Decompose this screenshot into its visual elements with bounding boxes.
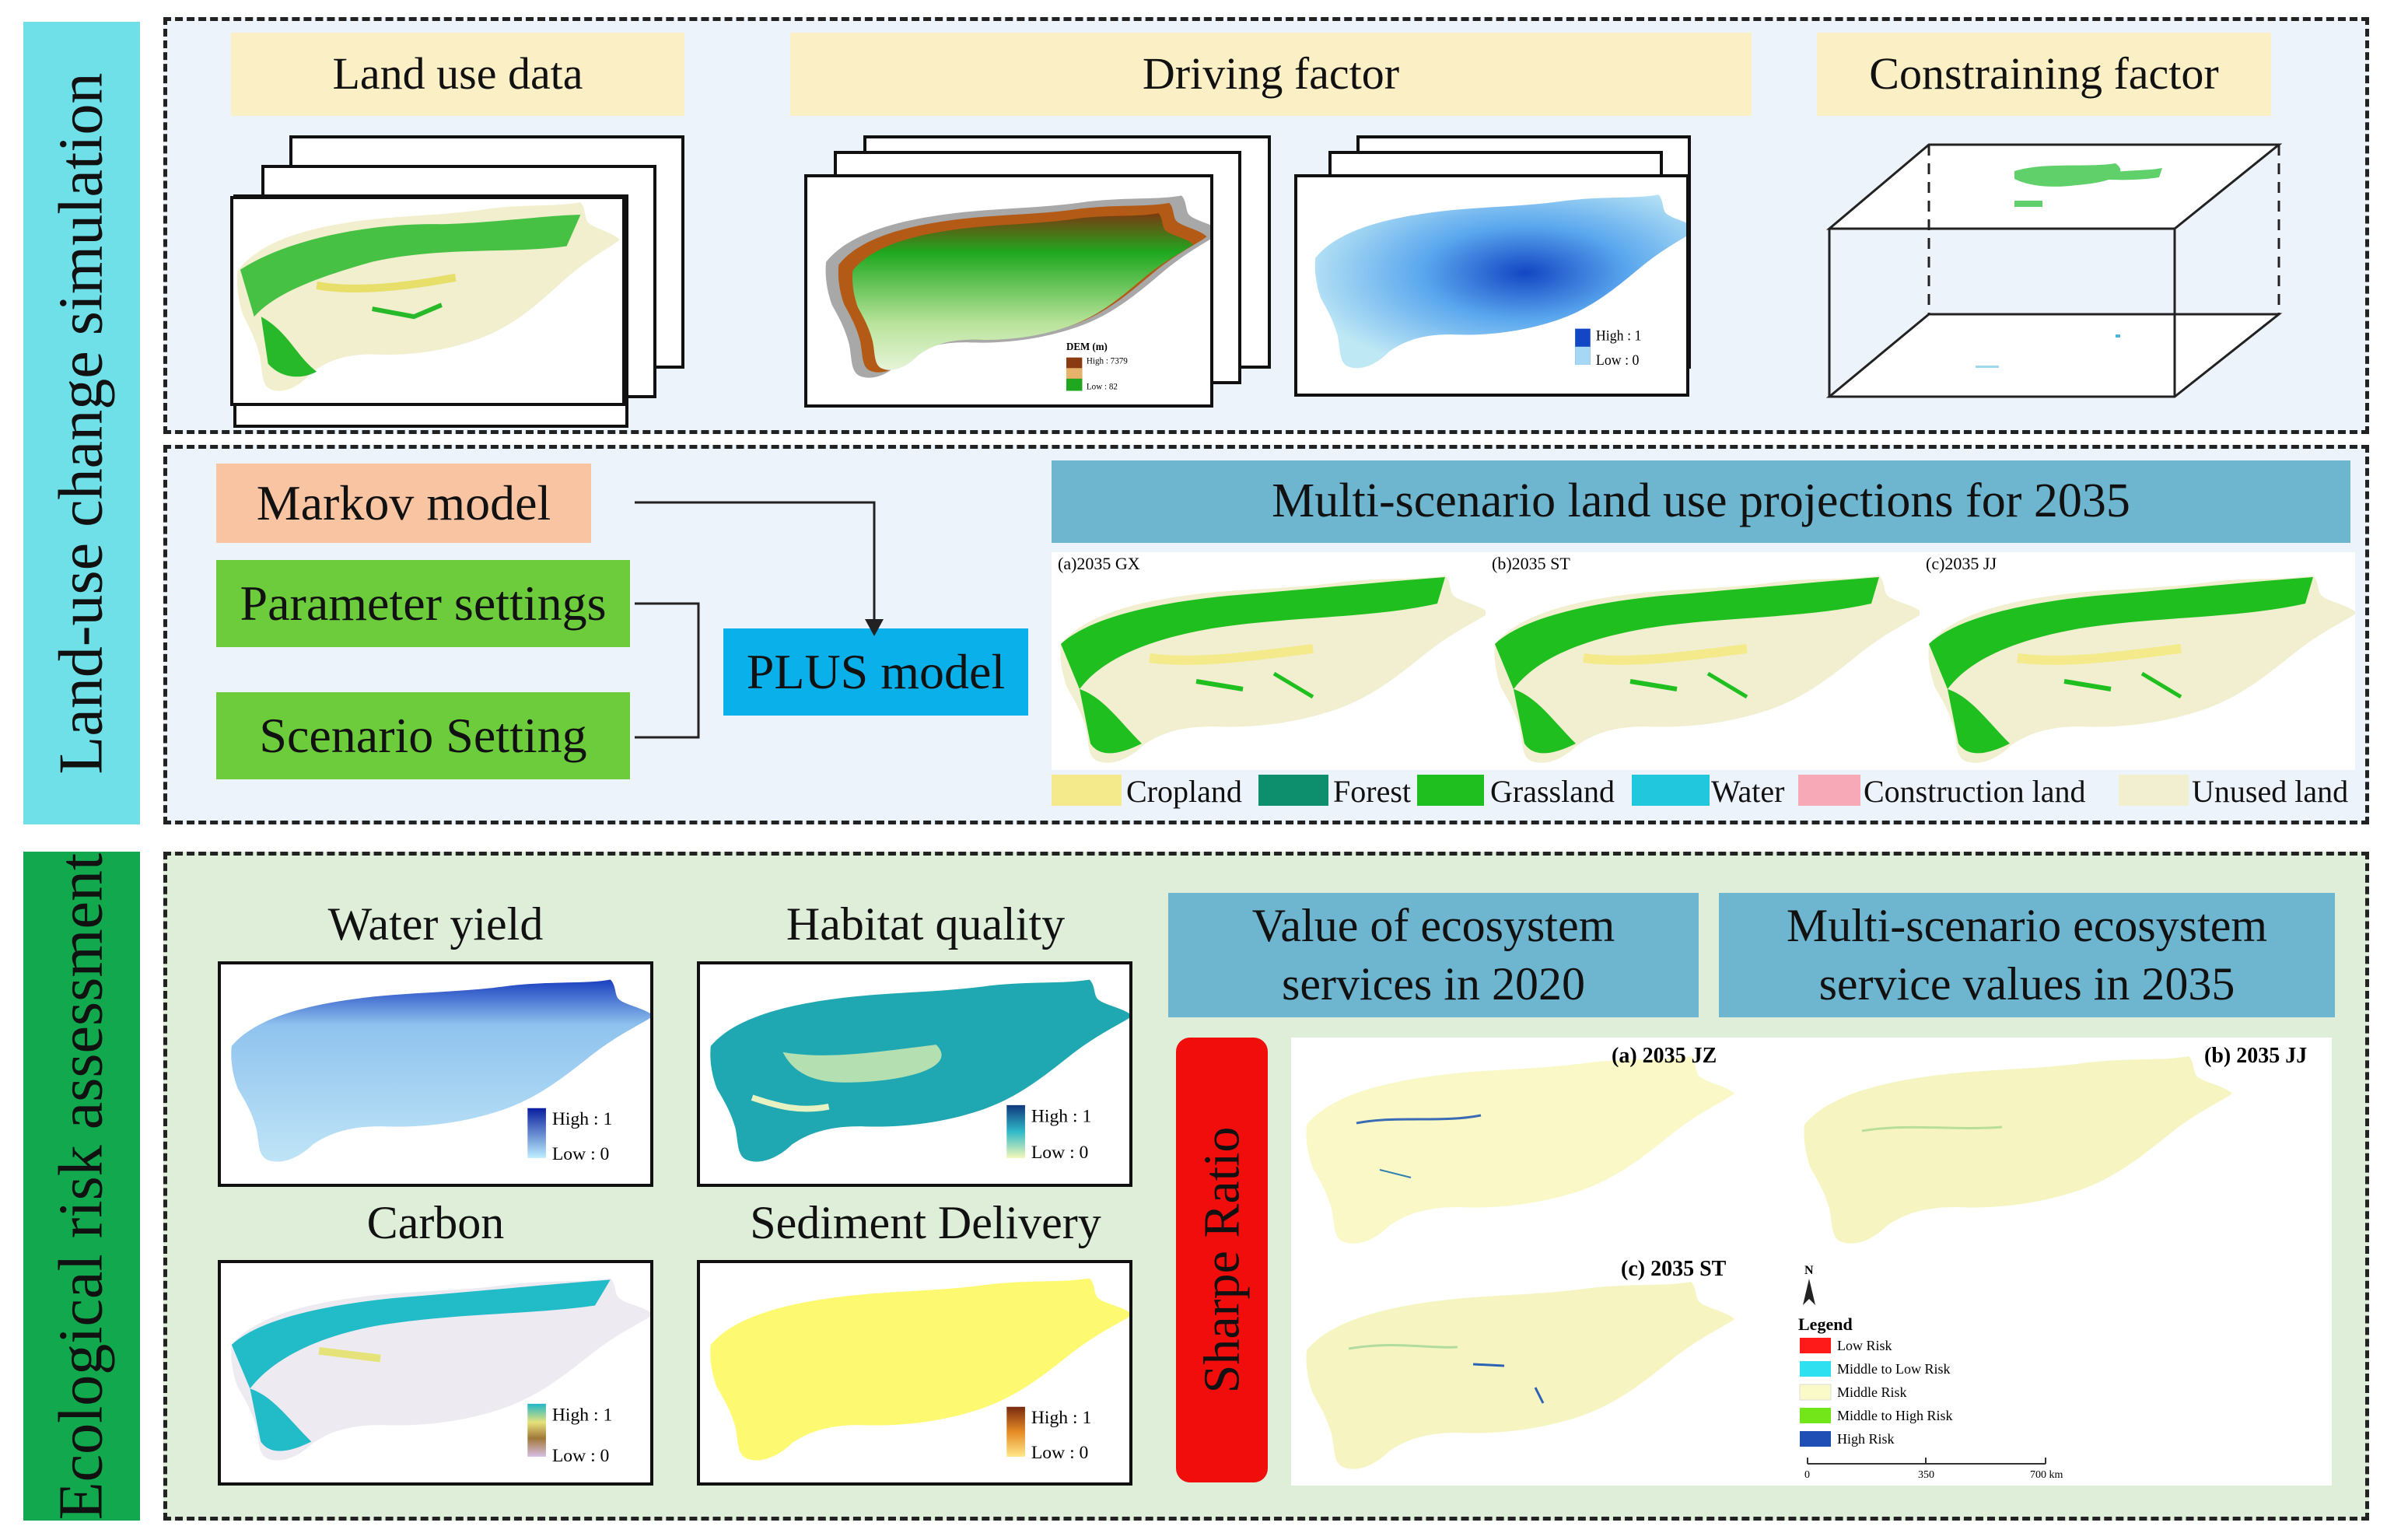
driver-legend-high: High : 1 bbox=[1596, 327, 1642, 343]
risk-swatch-middle-low bbox=[1800, 1361, 1831, 1377]
legend-label-forest: Forest bbox=[1333, 774, 1411, 809]
risk-legend-high: High Risk bbox=[1837, 1431, 1895, 1447]
sharpe-ratio-box: Sharpe Ratio bbox=[1176, 1038, 1268, 1482]
scenario-setting-box: Scenario Setting bbox=[216, 692, 630, 779]
land-use-map bbox=[230, 196, 625, 406]
risk-legend-middle-low: Middle to Low Risk bbox=[1837, 1361, 1951, 1377]
risk-legend-middle: Middle Risk bbox=[1837, 1384, 1907, 1400]
value-2020-header: Value of ecosystem services in 2020 bbox=[1168, 893, 1699, 1017]
constraining-factor-label: Constraining factor bbox=[1817, 33, 2271, 116]
north-arrow-icon: N bbox=[1803, 1264, 1815, 1305]
legend-label-construction: Construction land bbox=[1864, 774, 2086, 809]
legend-swatch-forest bbox=[1258, 775, 1328, 806]
driving-factor-label: Driving factor bbox=[790, 33, 1752, 116]
sediment-high: High : 1 bbox=[1031, 1408, 1092, 1428]
legend-label-unused: Unused land bbox=[2192, 774, 2349, 809]
markov-model-box: Markov model bbox=[216, 464, 591, 543]
scale-700: 700 km bbox=[2030, 1469, 2063, 1481]
habitat-quality-high: High : 1 bbox=[1031, 1106, 1092, 1126]
projection-label-jj: (c)2035 JJ bbox=[1926, 554, 1997, 573]
land-use-legend: Cropland Forest Grassland Water Construc… bbox=[1052, 773, 2366, 812]
constraint-diagram bbox=[1820, 140, 2287, 404]
sediment-low: Low : 0 bbox=[1031, 1443, 1089, 1463]
risk-legend-title: Legend bbox=[1798, 1314, 1853, 1334]
carbon-map: High : 1 Low : 0 bbox=[218, 1260, 653, 1486]
projection-map-gx: (a)2035 GX bbox=[1052, 552, 1487, 770]
dem-legend-low: Low : 82 bbox=[1087, 382, 1118, 391]
sharpe-ratio-label: Sharpe Ratio bbox=[1193, 1126, 1251, 1394]
carbon-title: Carbon bbox=[366, 1196, 505, 1248]
legend-label-water: Water bbox=[1711, 774, 1785, 809]
legend-swatch-construction bbox=[1798, 775, 1860, 806]
carbon-low: Low : 0 bbox=[552, 1446, 610, 1466]
sediment-map: High : 1 Low : 0 bbox=[697, 1260, 1132, 1486]
water-yield-high: High : 1 bbox=[552, 1109, 613, 1129]
sidebar-eco-risk-label: Ecological risk assessment bbox=[47, 852, 116, 1520]
legend-swatch-grassland bbox=[1417, 775, 1484, 806]
water-yield-low: Low : 0 bbox=[552, 1144, 610, 1164]
dem-legend-high: High : 7379 bbox=[1087, 356, 1128, 366]
legend-swatch-unused bbox=[2119, 775, 2189, 806]
north-label: N bbox=[1804, 1264, 1814, 1277]
dem-map: DEM (m) High : 7379 Low : 82 bbox=[804, 174, 1213, 408]
legend-swatch-cropland bbox=[1052, 775, 1122, 806]
scale-0: 0 bbox=[1804, 1469, 1810, 1481]
projection-label-st: (b)2035 ST bbox=[1492, 554, 1570, 573]
sidebar-land-use-label: Land-use change simulation bbox=[47, 72, 116, 774]
driver-legend-low: Low : 0 bbox=[1596, 352, 1640, 368]
legend-label-cropland: Cropland bbox=[1126, 774, 1242, 809]
land-use-data-label: Land use data bbox=[231, 33, 684, 116]
legend-swatch-water bbox=[1632, 775, 1710, 806]
projection-map-st: (b)2035 ST bbox=[1486, 552, 1921, 770]
parameter-settings-box: Parameter settings bbox=[216, 560, 630, 647]
carbon-high: High : 1 bbox=[552, 1405, 613, 1425]
projection-label-gx: (a)2035 GX bbox=[1058, 554, 1140, 573]
habitat-quality-title: Habitat quality bbox=[786, 898, 1066, 950]
risk-swatch-middle-high bbox=[1800, 1408, 1831, 1423]
plus-model-box: PLUS model bbox=[723, 628, 1028, 716]
risk-swatch-middle bbox=[1799, 1384, 1832, 1401]
risk-swatch-high bbox=[1800, 1431, 1831, 1447]
risk-map-label-jj: (b) 2035 JJ bbox=[2204, 1044, 2307, 1068]
habitat-quality-low: Low : 0 bbox=[1031, 1143, 1089, 1163]
risk-map-label-jz: (a) 2035 JZ bbox=[1612, 1044, 1717, 1068]
projection-map-jj: (c)2035 JJ bbox=[1920, 552, 2355, 770]
risk-legend-middle-high: Middle to High Risk bbox=[1837, 1408, 1953, 1423]
habitat-quality-map: High : 1 Low : 0 bbox=[697, 961, 1132, 1187]
scale-350: 350 bbox=[1918, 1469, 1934, 1481]
driver-map: High : 1 Low : 0 bbox=[1294, 174, 1689, 397]
dem-legend-title: DEM (m) bbox=[1066, 341, 1108, 352]
water-yield-title: Water yield bbox=[327, 898, 544, 950]
model-connectors bbox=[591, 467, 887, 793]
risk-map-label-st: (c) 2035 ST bbox=[1621, 1257, 1727, 1281]
risk-swatch-low bbox=[1800, 1338, 1831, 1353]
sidebar-land-use: Land-use change simulation bbox=[23, 22, 140, 824]
risk-maps-panel: (a) 2035 JZ (b) 2035 JJ (c) 2035 ST N Le… bbox=[1291, 1038, 2332, 1486]
projections-header: Multi-scenario land use projections for … bbox=[1052, 460, 2350, 543]
sediment-title: Sediment Delivery bbox=[750, 1196, 1101, 1248]
risk-legend-low: Low Risk bbox=[1837, 1338, 1892, 1353]
multi-2035-header: Multi-scenario ecosystem service values … bbox=[1719, 893, 2335, 1017]
sidebar-eco-risk: Ecological risk assessment bbox=[23, 852, 140, 1521]
water-yield-map: High : 1 Low : 0 bbox=[218, 961, 653, 1187]
legend-label-grassland: Grassland bbox=[1490, 774, 1615, 809]
scale-bar: 0 350 700 km bbox=[1804, 1458, 2063, 1481]
